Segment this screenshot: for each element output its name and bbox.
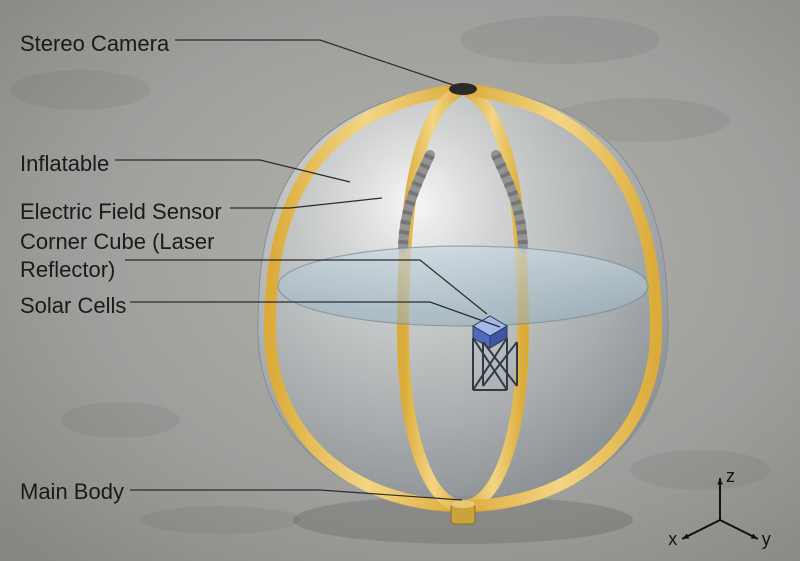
label-electric-field-sensor: Electric Field Sensor [20,198,222,226]
diagram-scene: Stereo Camera Inflatable Electric Field … [0,0,800,561]
svg-text:y: y [762,529,771,549]
label-inflatable: Inflatable [20,150,109,178]
label-solar-cells: Solar Cells [20,292,126,320]
label-stereo-camera: Stereo Camera [20,30,169,58]
svg-text:z: z [726,466,735,486]
label-corner-cube: Corner Cube (Laser Reflector) [20,228,214,283]
svg-text:x: x [668,529,677,549]
axes-icon: z x y [668,466,771,549]
label-main-body: Main Body [20,478,124,506]
